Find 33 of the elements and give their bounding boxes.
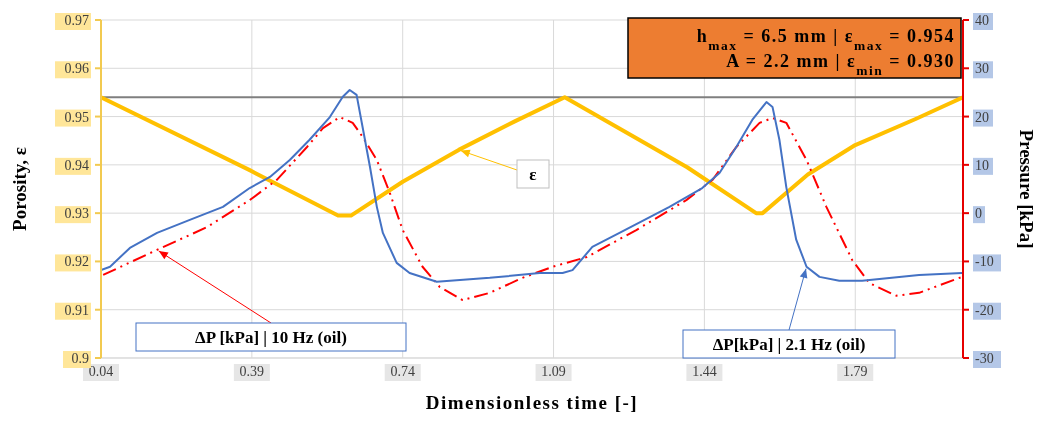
annotation: h$_{max}$ = 6.5 mm | ε$_{max}$ = 0.954 [696, 26, 955, 53]
y2-axis-title: Pressure [kPa] [1016, 129, 1037, 249]
x-tick-label: 1.44 [692, 364, 717, 379]
x-tick-label: 0.74 [390, 364, 415, 379]
y2-tick-label: -10 [975, 254, 994, 270]
y-tick-label: 0.92 [64, 254, 89, 270]
y-axis-title: Porosity, ε [9, 147, 30, 231]
line-series [101, 95, 963, 218]
y-tick-label: 0.93 [64, 206, 89, 222]
x-tick-label: 1.79 [843, 364, 868, 379]
y-tick-label: 0.94 [64, 157, 89, 173]
line-series [101, 89, 963, 283]
x-axis-title: Dimensionless time [-] [425, 392, 639, 413]
y2-tick-label: 20 [975, 109, 989, 125]
text: ε [529, 165, 537, 184]
x-tick-label: 1.09 [541, 364, 566, 379]
y2-tick-label: -20 [975, 302, 994, 318]
y2-tick-label: 10 [975, 157, 989, 173]
line-series [102, 116, 963, 302]
annotation: A = 2.2 mm | ε$_{min}$ = 0.930 [726, 51, 955, 78]
y-tick-label: 0.96 [64, 61, 89, 77]
x-tick-label: 0.04 [88, 364, 114, 379]
y-tick-label: 0.95 [64, 109, 89, 125]
text: ΔP [kPa] | 10 Hz (oil) [195, 328, 347, 347]
y-tick-label: 0.97 [64, 13, 89, 28]
text: ΔP[kPa] | 2.1 Hz (oil) [712, 335, 866, 354]
y-tick-label: 0.9 [71, 351, 89, 366]
y-tick-label: 0.91 [64, 302, 89, 318]
y2-tick-label: 30 [975, 61, 989, 77]
y2-tick-label: 0 [975, 206, 982, 222]
x-tick-label: 0.39 [239, 364, 265, 379]
y2-tick-label: 40 [975, 13, 989, 28]
y2-tick-label: -30 [975, 351, 994, 366]
